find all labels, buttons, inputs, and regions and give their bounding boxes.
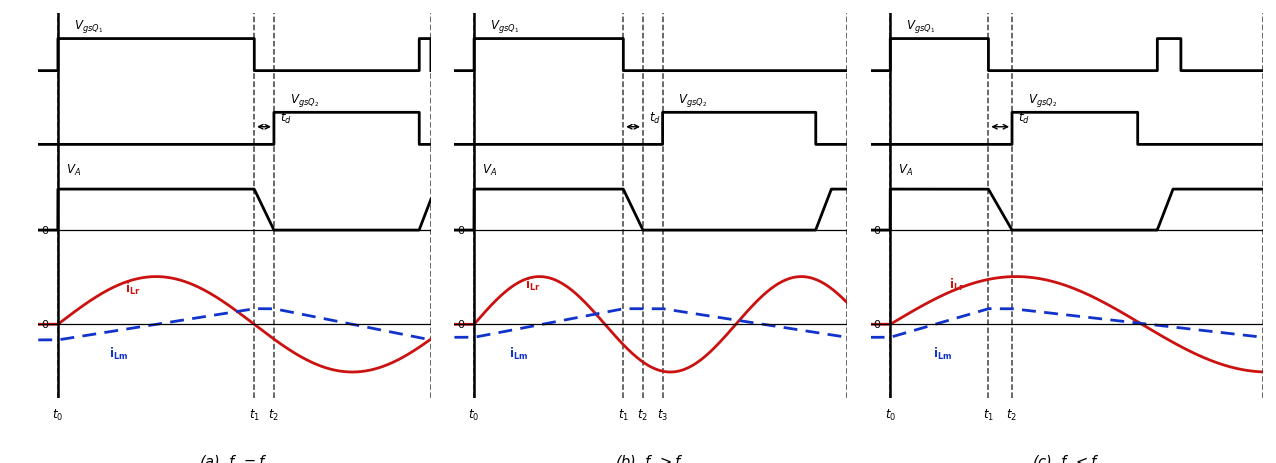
Text: $V_{gsQ_1}$: $V_{gsQ_1}$ bbox=[490, 18, 519, 35]
Text: $\mathbf{i_{Lr}}$: $\mathbf{i_{Lr}}$ bbox=[526, 276, 541, 292]
Title: (a)  $f_o = f_s$: (a) $f_o = f_s$ bbox=[199, 452, 271, 463]
Text: $t_1$: $t_1$ bbox=[618, 407, 629, 422]
Text: $V_A$: $V_A$ bbox=[482, 163, 498, 177]
Text: $t_2$: $t_2$ bbox=[638, 407, 648, 422]
Text: $t_d$: $t_d$ bbox=[1018, 111, 1030, 126]
Text: 0: 0 bbox=[874, 225, 880, 236]
Text: 0: 0 bbox=[874, 319, 880, 330]
Text: $t_1$: $t_1$ bbox=[249, 407, 260, 422]
Text: $t_0$: $t_0$ bbox=[52, 407, 64, 422]
Text: 0: 0 bbox=[457, 225, 464, 236]
Text: $\mathbf{i_{Lm}}$: $\mathbf{i_{Lm}}$ bbox=[509, 345, 528, 361]
Text: $V_{gsQ_2}$: $V_{gsQ_2}$ bbox=[1027, 91, 1057, 108]
Title: (b)  $f_o > f_s$: (b) $f_o > f_s$ bbox=[615, 452, 686, 463]
Text: $\mathbf{i_{Lm}}$: $\mathbf{i_{Lm}}$ bbox=[934, 345, 953, 361]
Text: $V_A$: $V_A$ bbox=[898, 163, 914, 177]
Text: $t_2$: $t_2$ bbox=[1007, 407, 1017, 422]
Text: $V_{gsQ_2}$: $V_{gsQ_2}$ bbox=[290, 91, 319, 108]
Text: $\mathbf{i_{Lr}}$: $\mathbf{i_{Lr}}$ bbox=[949, 276, 965, 292]
Text: $V_{gsQ_2}$: $V_{gsQ_2}$ bbox=[679, 91, 707, 108]
Text: $t_0$: $t_0$ bbox=[468, 407, 480, 422]
Text: $V_A$: $V_A$ bbox=[66, 163, 80, 177]
Text: $t_3$: $t_3$ bbox=[657, 407, 669, 422]
Text: $V_{gsQ_1}$: $V_{gsQ_1}$ bbox=[74, 18, 103, 35]
Text: $\mathbf{i_{Lm}}$: $\mathbf{i_{Lm}}$ bbox=[108, 345, 128, 361]
Text: $t_1$: $t_1$ bbox=[983, 407, 994, 422]
Text: $t_2$: $t_2$ bbox=[268, 407, 279, 422]
Text: $t_0$: $t_0$ bbox=[884, 407, 896, 422]
Text: $t_d$: $t_d$ bbox=[279, 111, 292, 126]
Title: (c)  $f_o < f_s$: (c) $f_o < f_s$ bbox=[1031, 452, 1102, 463]
Text: $V_{gsQ_1}$: $V_{gsQ_1}$ bbox=[906, 18, 935, 35]
Text: $\mathbf{i_{Lr}}$: $\mathbf{i_{Lr}}$ bbox=[125, 280, 140, 296]
Text: $t_d$: $t_d$ bbox=[648, 111, 661, 126]
Text: 0: 0 bbox=[41, 319, 48, 330]
Text: 0: 0 bbox=[41, 225, 48, 236]
Text: 0: 0 bbox=[457, 319, 464, 330]
